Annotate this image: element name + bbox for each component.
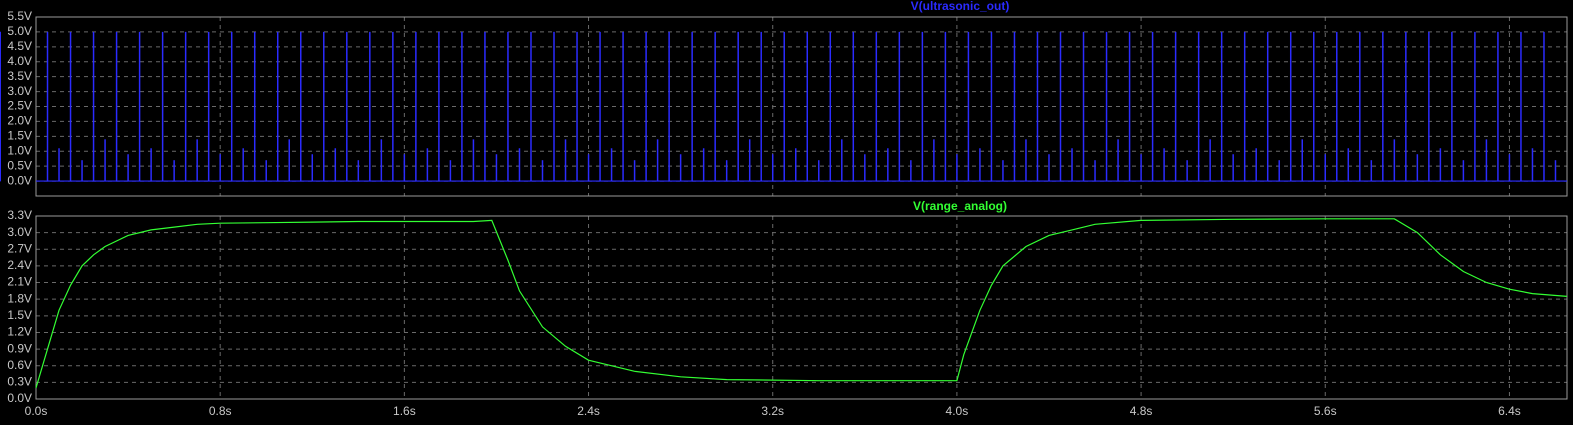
waveform — [35, 218, 1568, 389]
x-tick-label: 4.0s — [946, 404, 969, 418]
y-tick-label: 1.5V — [7, 129, 32, 143]
y-tick-label: 2.0V — [7, 114, 32, 128]
y-tick-label: 2.1V — [7, 275, 32, 289]
x-tick-label: 5.6s — [1314, 404, 1337, 418]
x-tick-label: 1.6s — [393, 404, 416, 418]
y-tick-label: 3.3V — [7, 208, 32, 222]
y-tick-label: 0.0V — [7, 391, 32, 405]
y-tick-label: 0.6V — [7, 358, 32, 372]
y-tick-label: 2.7V — [7, 241, 32, 255]
plot-frame — [35, 16, 1568, 197]
y-tick-label: 3.0V — [7, 84, 32, 98]
x-tick-label: 6.4s — [1498, 404, 1521, 418]
y-tick-label: 0.0V — [7, 173, 32, 187]
plot-frame — [35, 215, 1568, 400]
y-tick-label: 1.5V — [7, 308, 32, 322]
y-tick-label: 2.4V — [7, 258, 32, 272]
x-tick-label: 0.8s — [209, 404, 232, 418]
y-tick-label: 1.8V — [7, 291, 32, 305]
y-tick-label: 3.0V — [7, 225, 32, 239]
y-tick-label: 1.0V — [7, 143, 32, 157]
y-tick-label: 2.5V — [7, 99, 32, 113]
y-tick-label: 0.3V — [7, 375, 32, 389]
y-tick-label: 4.5V — [7, 39, 32, 53]
x-tick-label: 2.4s — [577, 404, 600, 418]
y-tick-label: 3.5V — [7, 69, 32, 83]
y-tick-label: 0.9V — [7, 341, 32, 355]
y-tick-label: 5.5V — [7, 9, 32, 23]
x-tick-label: 3.2s — [761, 404, 784, 418]
x-tick-label: 0.0s — [25, 404, 48, 418]
y-tick-label: 0.5V — [7, 158, 32, 172]
y-tick-label: 4.0V — [7, 54, 32, 68]
chart-title: V(ultrasonic_out) — [911, 0, 1010, 13]
x-tick-label: 4.8s — [1130, 404, 1153, 418]
chart-title: V(range_analog) — [913, 199, 1007, 213]
y-tick-label: 5.0V — [7, 24, 32, 38]
y-tick-label: 1.2V — [7, 325, 32, 339]
